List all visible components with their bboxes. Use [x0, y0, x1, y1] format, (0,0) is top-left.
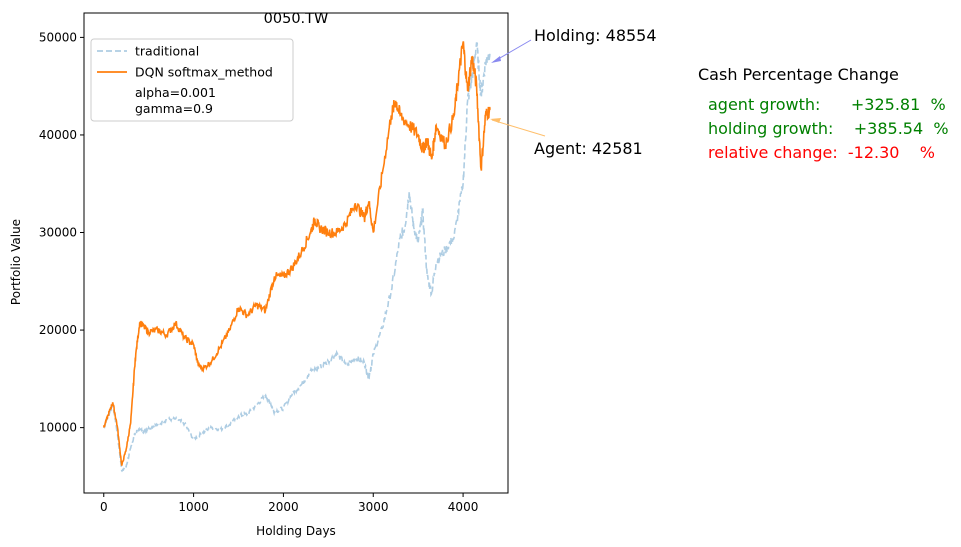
legend-label-traditional: traditional	[135, 44, 199, 59]
agent-arrowhead	[490, 118, 501, 123]
y-axis-label: Portfolio Value	[9, 219, 23, 305]
x-axis-label: Holding Days	[256, 524, 336, 538]
x-axis: 0 1000 2000 3000 4000	[100, 493, 478, 514]
series-line-traditional	[103, 42, 491, 473]
legend-alpha: alpha=0.001	[135, 85, 216, 100]
y-tick-label: 40000	[39, 128, 77, 142]
x-tick-label: 0	[100, 500, 108, 514]
x-tick-label: 2000	[268, 500, 299, 514]
agent-annotation: Agent: 42581	[534, 139, 643, 158]
y-tick-label: 50000	[39, 30, 77, 44]
x-tick-label: 3000	[358, 500, 389, 514]
y-tick-label: 30000	[39, 226, 77, 240]
y-axis: 10000 20000 30000 40000 50000	[39, 30, 84, 435]
legend-box	[90, 38, 294, 122]
agent-arrow	[491, 119, 546, 137]
legend-label-dqn: DQN softmax_method	[135, 65, 273, 80]
legend-gamma: gamma=0.9	[135, 101, 213, 116]
x-tick-label: 4000	[448, 500, 479, 514]
x-tick-label: 1000	[178, 500, 209, 514]
plot-frame	[83, 12, 509, 494]
holding-arrowhead	[491, 56, 501, 63]
holding-annotation: Holding: 48554	[534, 26, 657, 45]
legend: traditional DQN softmax_method alpha=0.0…	[90, 38, 294, 122]
stats-panel: Cash Percentage Change agent growth: +32…	[698, 65, 949, 162]
stat-holding-growth: holding growth: +385.54 %	[708, 119, 949, 138]
series-line-dqn	[103, 41, 491, 466]
y-tick-label: 20000	[39, 323, 77, 337]
y-tick-label: 10000	[39, 421, 77, 435]
chart-title: 0050.TW	[264, 11, 329, 27]
stat-agent-growth: agent growth: +325.81 %	[708, 95, 946, 114]
stats-title: Cash Percentage Change	[698, 65, 899, 84]
stat-relative-change: relative change: -12.30 %	[708, 143, 935, 162]
plot-lines-group	[103, 41, 491, 473]
annotations: Holding: 48554 Agent: 42581	[490, 26, 657, 158]
